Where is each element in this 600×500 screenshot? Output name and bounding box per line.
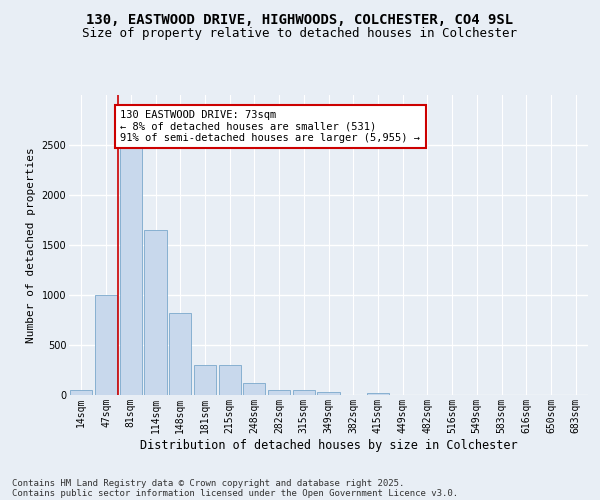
- Y-axis label: Number of detached properties: Number of detached properties: [26, 147, 36, 343]
- Bar: [317, 392, 340, 395]
- Text: 130 EASTWOOD DRIVE: 73sqm
← 8% of detached houses are smaller (531)
91% of semi-: 130 EASTWOOD DRIVE: 73sqm ← 8% of detach…: [121, 110, 421, 143]
- Bar: [367, 393, 389, 395]
- Bar: [342, 394, 364, 395]
- Bar: [218, 365, 241, 395]
- Text: Contains HM Land Registry data © Crown copyright and database right 2025.: Contains HM Land Registry data © Crown c…: [12, 478, 404, 488]
- Bar: [119, 145, 142, 395]
- Bar: [70, 390, 92, 395]
- Bar: [268, 390, 290, 395]
- Bar: [293, 390, 315, 395]
- Text: Contains public sector information licensed under the Open Government Licence v3: Contains public sector information licen…: [12, 488, 458, 498]
- Bar: [243, 382, 265, 395]
- Text: 130, EASTWOOD DRIVE, HIGHWOODS, COLCHESTER, CO4 9SL: 130, EASTWOOD DRIVE, HIGHWOODS, COLCHEST…: [86, 12, 514, 26]
- Bar: [145, 230, 167, 395]
- Bar: [95, 295, 117, 395]
- Text: Size of property relative to detached houses in Colchester: Size of property relative to detached ho…: [83, 28, 517, 40]
- Bar: [392, 394, 414, 395]
- Bar: [194, 365, 216, 395]
- X-axis label: Distribution of detached houses by size in Colchester: Distribution of detached houses by size …: [140, 438, 517, 452]
- Bar: [169, 313, 191, 395]
